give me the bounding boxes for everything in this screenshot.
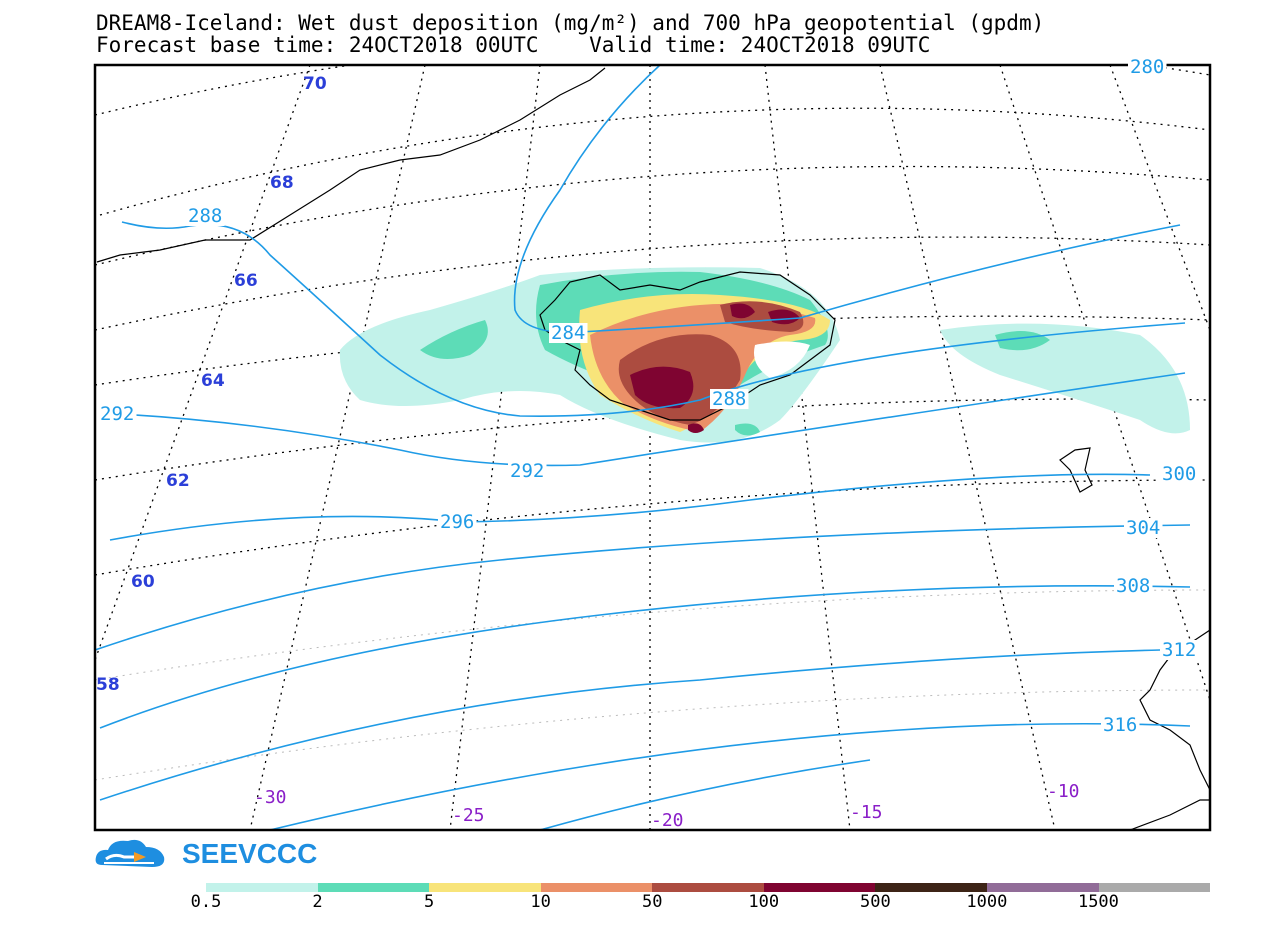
legend-label: 50 [641,892,663,912]
color-scale-legend [206,883,1211,892]
contour-label: 312 [1162,639,1196,661]
contour-label: 288 [188,205,222,227]
coastlines [96,67,1210,830]
contour-label-bg [549,323,588,343]
contour-label-bg [1128,57,1167,77]
latitude-label: 62 [166,471,190,491]
contour-label: 292 [100,403,134,425]
latitude-label: 70 [303,74,327,94]
contour-label-bg [508,461,547,481]
contour-label: 308 [1116,575,1150,597]
latitude-label: 60 [131,572,155,592]
legend-label: 2 [312,892,323,912]
contour-label: 288 [712,388,746,410]
latitude-label: 68 [270,173,294,193]
latitude-label: 58 [96,675,120,695]
legend-swatch [317,883,430,892]
legend-label: 0.5 [190,892,222,912]
contour-label: 296 [440,511,474,533]
legend-swatch [429,883,541,892]
legend-swatch [540,883,653,892]
contour-label-bg [1101,715,1140,735]
contour-label-bg [1160,464,1199,484]
contour-label: 316 [1103,714,1137,736]
contour-label: 304 [1126,517,1160,539]
longitude-label: -15 [850,802,883,823]
legend-swatch [206,883,318,892]
cloud-logo-icon [95,839,165,867]
longitude-label: -30 [254,787,287,808]
contour-label-bg [1124,518,1163,538]
contour-label: 300 [1162,463,1196,485]
legend-label: 500 [859,892,891,912]
brand-name: SEEVCCC [182,838,318,869]
contour-label-bg [1114,576,1153,596]
legend-label: 1000 [966,892,1008,912]
longitude-label: -25 [452,805,485,826]
legend-label: 5 [423,892,435,912]
legend-swatch [986,883,1099,892]
longitude-label: -10 [1047,781,1080,802]
contour-label-bg [1160,640,1199,660]
contour-label-bg [438,512,477,532]
legend-swatch [875,883,987,892]
longitude-gridlines [95,65,1210,830]
legend-label: 100 [748,892,780,912]
contour-label: 280 [1130,56,1164,78]
legend-label: 10 [530,892,551,912]
contour-label: 284 [551,322,585,344]
latitude-gridlines-faint [95,589,1210,781]
map-title: DREAM8-Iceland: Wet dust deposition (mg/… [96,11,1045,35]
contour-label-bg [98,404,137,424]
map-subtitle: Forecast base time: 24OCT2018 00UTC Vali… [96,33,931,57]
legend-swatch [1098,883,1211,892]
geopotential-contours [95,65,1191,830]
latitude-label: 66 [234,271,258,291]
contour-label-bg [710,389,749,409]
legend-swatch [763,883,876,892]
legend-label: 1500 [1077,892,1119,912]
contour-label: 292 [510,460,544,482]
contour-label-bg [186,206,225,226]
longitude-label: -20 [651,810,684,831]
map-frame [93,63,1212,832]
legend-swatch [652,883,764,892]
dust-deposition-field [339,267,1190,443]
latitude-label: 64 [201,371,225,391]
